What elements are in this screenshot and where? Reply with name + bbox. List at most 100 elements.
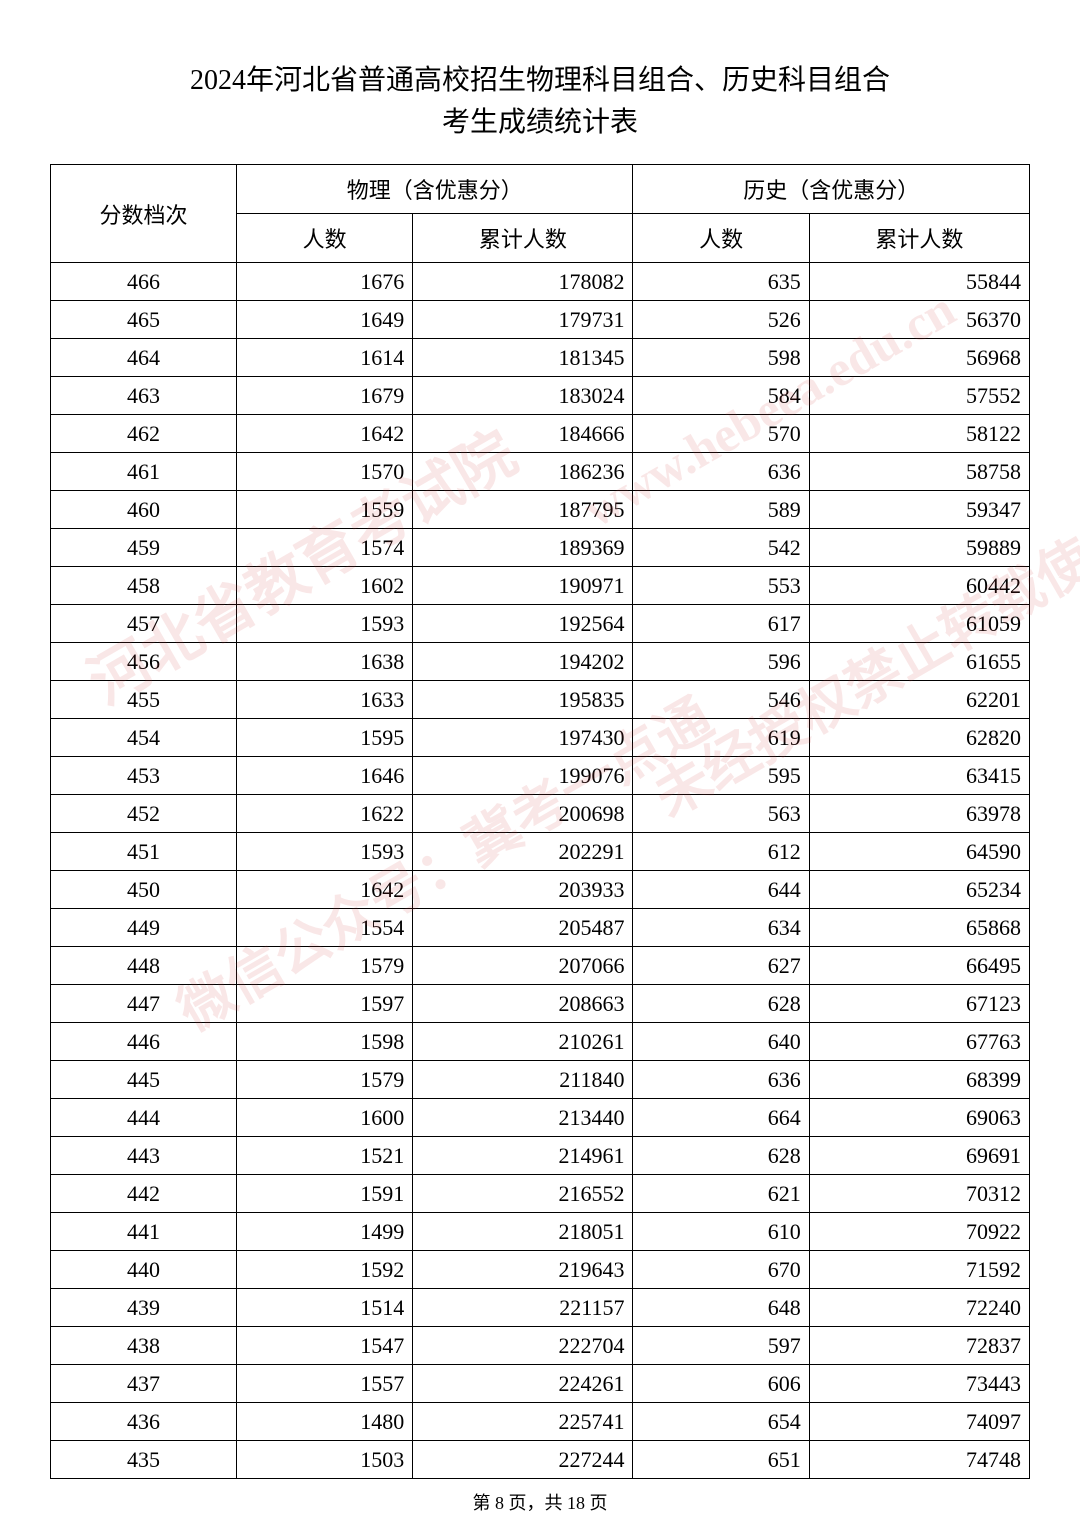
- data-cell: 589: [633, 491, 809, 529]
- header-physics: 物理（含优惠分）: [237, 165, 633, 214]
- data-cell: 72837: [809, 1327, 1029, 1365]
- score-cell: 466: [51, 263, 237, 301]
- header-physics-count: 人数: [237, 214, 413, 263]
- table-row: 456163819420259661655: [51, 643, 1030, 681]
- data-cell: 225741: [413, 1403, 633, 1441]
- table-row: 447159720866362867123: [51, 985, 1030, 1023]
- data-cell: 1499: [237, 1213, 413, 1251]
- table-row: 464161418134559856968: [51, 339, 1030, 377]
- title-line-2: 考生成绩统计表: [50, 102, 1030, 144]
- data-cell: 619: [633, 719, 809, 757]
- data-cell: 55844: [809, 263, 1029, 301]
- data-cell: 211840: [413, 1061, 633, 1099]
- header-history-count: 人数: [633, 214, 809, 263]
- score-cell: 453: [51, 757, 237, 795]
- data-cell: 186236: [413, 453, 633, 491]
- data-cell: 542: [633, 529, 809, 567]
- data-cell: 1480: [237, 1403, 413, 1441]
- header-score-bracket: 分数档次: [51, 165, 237, 263]
- page-footer: 第 8 页，共 18 页: [50, 1489, 1030, 1515]
- table-row: 445157921184063668399: [51, 1061, 1030, 1099]
- data-cell: 648: [633, 1289, 809, 1327]
- data-cell: 563: [633, 795, 809, 833]
- header-history: 历史（含优惠分）: [633, 165, 1030, 214]
- data-cell: 1602: [237, 567, 413, 605]
- table-row: 439151422115764872240: [51, 1289, 1030, 1327]
- data-cell: 63978: [809, 795, 1029, 833]
- data-cell: 205487: [413, 909, 633, 947]
- table-row: 444160021344066469063: [51, 1099, 1030, 1137]
- data-cell: 74097: [809, 1403, 1029, 1441]
- score-cell: 464: [51, 339, 237, 377]
- data-cell: 635: [633, 263, 809, 301]
- data-cell: 1547: [237, 1327, 413, 1365]
- score-cell: 435: [51, 1441, 237, 1479]
- score-cell: 443: [51, 1137, 237, 1175]
- data-cell: 56968: [809, 339, 1029, 377]
- document-title: 2024年河北省普通高校招生物理科目组合、历史科目组合 考生成绩统计表: [50, 60, 1030, 144]
- data-cell: 1638: [237, 643, 413, 681]
- data-cell: 553: [633, 567, 809, 605]
- data-cell: 62201: [809, 681, 1029, 719]
- table-row: 452162220069856363978: [51, 795, 1030, 833]
- data-cell: 1595: [237, 719, 413, 757]
- score-cell: 436: [51, 1403, 237, 1441]
- data-cell: 61059: [809, 605, 1029, 643]
- table-row: 442159121655262170312: [51, 1175, 1030, 1213]
- data-cell: 636: [633, 1061, 809, 1099]
- table-row: 453164619907659563415: [51, 757, 1030, 795]
- table-row: 458160219097155360442: [51, 567, 1030, 605]
- data-cell: 203933: [413, 871, 633, 909]
- data-cell: 74748: [809, 1441, 1029, 1479]
- data-cell: 627: [633, 947, 809, 985]
- table-row: 438154722270459772837: [51, 1327, 1030, 1365]
- data-cell: 621: [633, 1175, 809, 1213]
- data-cell: 526: [633, 301, 809, 339]
- score-statistics-table: 分数档次 物理（含优惠分） 历史（含优惠分） 人数 累计人数 人数 累计人数 4…: [50, 164, 1030, 1479]
- data-cell: 200698: [413, 795, 633, 833]
- table-row: 436148022574165474097: [51, 1403, 1030, 1441]
- data-cell: 218051: [413, 1213, 633, 1251]
- score-cell: 465: [51, 301, 237, 339]
- data-cell: 617: [633, 605, 809, 643]
- data-cell: 199076: [413, 757, 633, 795]
- data-cell: 59889: [809, 529, 1029, 567]
- data-cell: 221157: [413, 1289, 633, 1327]
- score-cell: 455: [51, 681, 237, 719]
- data-cell: 1503: [237, 1441, 413, 1479]
- data-cell: 208663: [413, 985, 633, 1023]
- data-cell: 68399: [809, 1061, 1029, 1099]
- data-cell: 612: [633, 833, 809, 871]
- table-row: 443152121496162869691: [51, 1137, 1030, 1175]
- data-cell: 1579: [237, 1061, 413, 1099]
- score-cell: 440: [51, 1251, 237, 1289]
- data-cell: 1592: [237, 1251, 413, 1289]
- score-cell: 454: [51, 719, 237, 757]
- table-row: 457159319256461761059: [51, 605, 1030, 643]
- data-cell: 634: [633, 909, 809, 947]
- data-cell: 207066: [413, 947, 633, 985]
- data-cell: 69063: [809, 1099, 1029, 1137]
- data-cell: 69691: [809, 1137, 1029, 1175]
- data-cell: 59347: [809, 491, 1029, 529]
- data-cell: 1649: [237, 301, 413, 339]
- data-cell: 597: [633, 1327, 809, 1365]
- data-cell: 70922: [809, 1213, 1029, 1251]
- score-cell: 458: [51, 567, 237, 605]
- data-cell: 181345: [413, 339, 633, 377]
- data-cell: 58122: [809, 415, 1029, 453]
- data-cell: 1557: [237, 1365, 413, 1403]
- data-cell: 67123: [809, 985, 1029, 1023]
- data-cell: 546: [633, 681, 809, 719]
- table-row: 437155722426160673443: [51, 1365, 1030, 1403]
- data-cell: 189369: [413, 529, 633, 567]
- data-cell: 644: [633, 871, 809, 909]
- data-cell: 606: [633, 1365, 809, 1403]
- data-cell: 1676: [237, 263, 413, 301]
- header-physics-cumulative: 累计人数: [413, 214, 633, 263]
- data-cell: 670: [633, 1251, 809, 1289]
- table-row: 440159221964367071592: [51, 1251, 1030, 1289]
- data-cell: 1559: [237, 491, 413, 529]
- table-row: 463167918302458457552: [51, 377, 1030, 415]
- data-cell: 183024: [413, 377, 633, 415]
